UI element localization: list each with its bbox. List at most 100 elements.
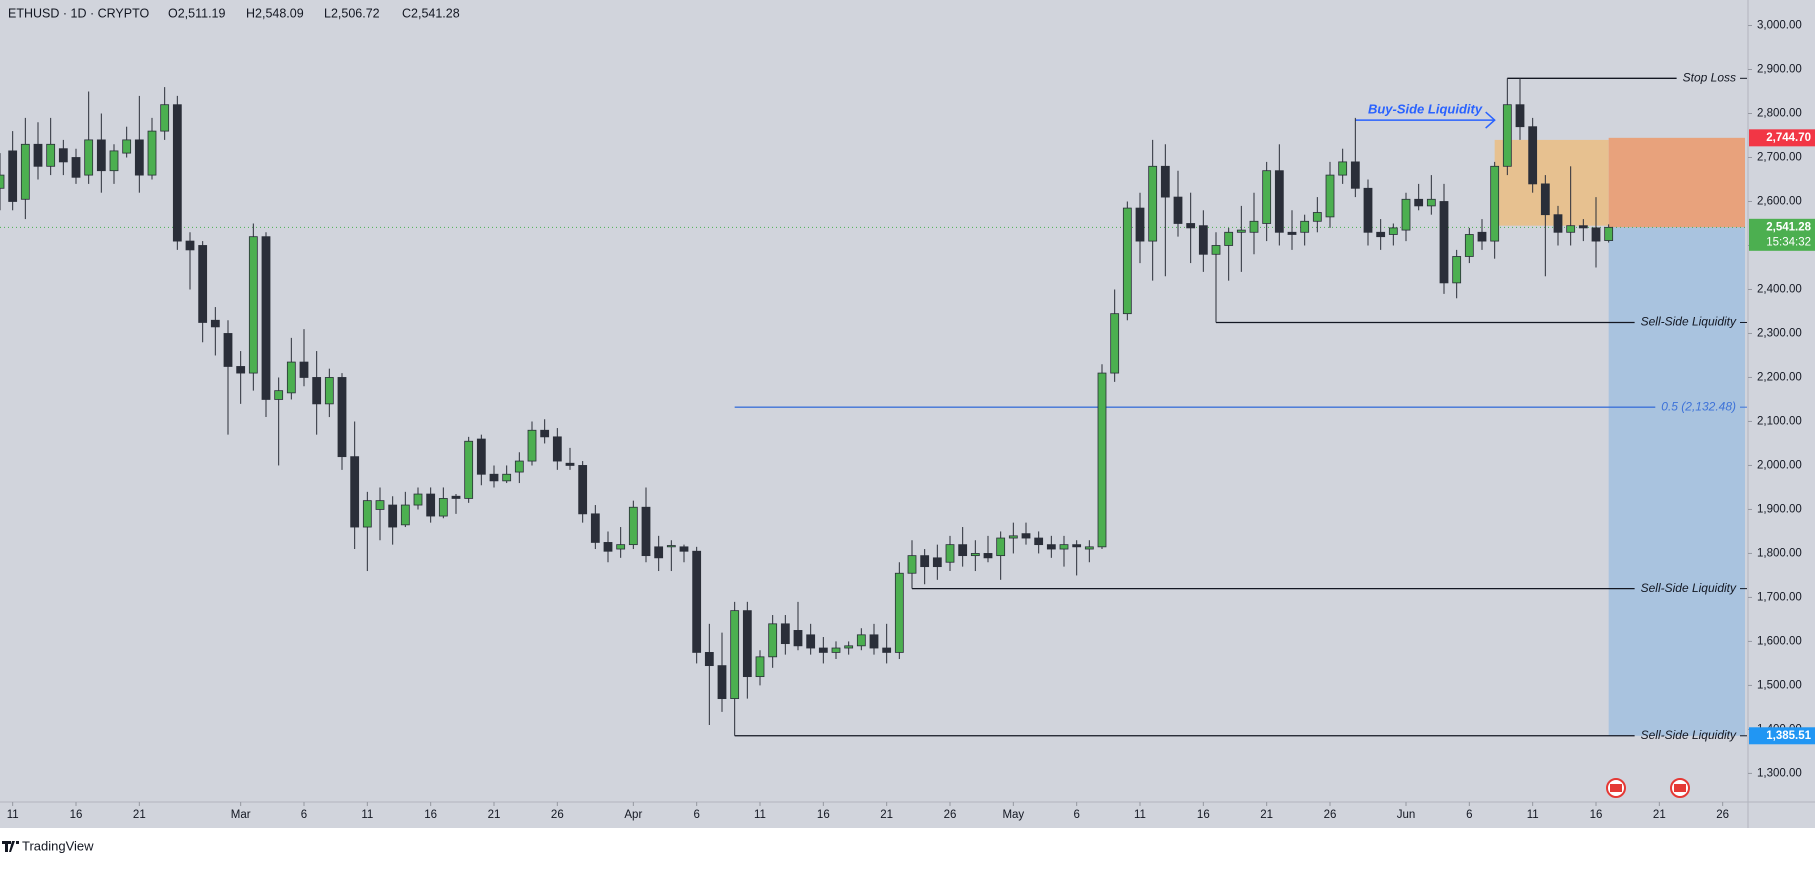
- candle-body: [1034, 537, 1044, 546]
- background: [0, 0, 1815, 828]
- candle-body: [1604, 226, 1614, 241]
- candle-body: [1122, 207, 1132, 315]
- candle-body: [1363, 187, 1373, 233]
- candle-body: [1338, 161, 1348, 176]
- candle-body: [1528, 126, 1538, 185]
- candle-body: [1515, 104, 1525, 128]
- candle-body: [388, 504, 398, 528]
- x-tick-label: 6: [693, 809, 699, 821]
- x-tick-label: 21: [488, 809, 501, 821]
- x-tick-label: 16: [424, 809, 437, 821]
- x-tick-label: 11: [7, 809, 19, 821]
- candle-body: [426, 493, 436, 517]
- candle-body: [299, 361, 309, 378]
- x-tick-label: 11: [754, 809, 766, 821]
- candle-body: [970, 553, 980, 557]
- y-tick-label: 2,000.00: [1757, 459, 1802, 471]
- candle-body: [616, 544, 626, 550]
- x-tick-label: May: [1002, 809, 1024, 821]
- candle-body: [894, 572, 904, 653]
- candle-body: [1059, 544, 1069, 550]
- candle-body: [1236, 229, 1246, 233]
- candle-body: [476, 438, 486, 475]
- candle-body: [1198, 225, 1208, 255]
- candle-body: [920, 555, 930, 568]
- y-tick-label: 1,800.00: [1757, 547, 1802, 559]
- ohlc: L2,506.72: [324, 6, 380, 20]
- candle-body: [1414, 198, 1424, 207]
- x-tick-label: 6: [1466, 809, 1472, 821]
- candle-body: [641, 506, 651, 557]
- candle-body: [527, 429, 537, 462]
- candle-body: [983, 553, 993, 559]
- candle-body: [1211, 245, 1221, 255]
- price-label-bg: [1749, 727, 1815, 745]
- candle-body: [742, 610, 752, 678]
- candle-body: [831, 647, 841, 653]
- candle-body: [996, 537, 1006, 557]
- candle-body: [932, 557, 942, 568]
- price-label: 2,744.70: [1766, 132, 1811, 144]
- ohlc: O2,511.19: [168, 6, 226, 20]
- y-tick-label: 2,900.00: [1757, 64, 1802, 76]
- candle-body: [1439, 201, 1449, 284]
- x-tick-label: Jun: [1397, 809, 1416, 821]
- candle-body: [945, 544, 955, 563]
- x-tick-label: 6: [1073, 809, 1079, 821]
- x-tick-label: 21: [133, 809, 146, 821]
- candle-body: [198, 245, 208, 323]
- x-tick-label: 16: [70, 809, 83, 821]
- candle-body: [793, 630, 803, 647]
- candle-body: [1350, 161, 1360, 189]
- candle-body: [666, 545, 676, 548]
- ohlc: C2,541.28: [402, 6, 460, 20]
- candle-body: [147, 130, 157, 176]
- candle-body: [122, 139, 132, 154]
- candle-body: [8, 150, 18, 202]
- candle-body: [312, 377, 322, 405]
- plot-area: Buy-Side Liquidity: [0, 77, 1748, 737]
- candle-body: [134, 139, 144, 176]
- candle-body: [578, 465, 588, 515]
- candle-body: [1566, 225, 1576, 233]
- y-tick-label: 1,600.00: [1757, 635, 1802, 647]
- candle-body: [210, 319, 220, 328]
- candle-body: [337, 377, 347, 458]
- x-tick-label: 26: [551, 809, 564, 821]
- event-icon: [1670, 778, 1690, 798]
- candle-body: [704, 652, 714, 667]
- y-tick-label: 1,500.00: [1757, 679, 1802, 691]
- arrow-head: [1485, 111, 1496, 129]
- x-tick-label: Mar: [231, 809, 251, 821]
- price-label-bg: [1749, 218, 1815, 251]
- x-tick-label: Apr: [624, 809, 642, 821]
- candle-body: [628, 506, 638, 546]
- target-zone: [1608, 227, 1745, 736]
- candle-body: [286, 361, 296, 394]
- x-tick-label: 21: [1260, 809, 1273, 821]
- x-tick-label: 16: [1197, 809, 1210, 821]
- y-tick-label: 3,000.00: [1757, 20, 1802, 32]
- x-tick-label: 26: [1324, 809, 1337, 821]
- legend: ETHUSD · 1D · CRYPTO O2,511.19 H2,548.09…: [8, 6, 460, 20]
- candle-body: [362, 500, 372, 528]
- candle-body: [1148, 165, 1158, 242]
- y-tick-label: 2,700.00: [1757, 152, 1802, 164]
- x-tick-label: 26: [1716, 809, 1729, 821]
- candle-body: [375, 500, 385, 510]
- candle-body: [1540, 183, 1550, 216]
- candle-body: [856, 634, 866, 647]
- brand: TradingView: [22, 838, 94, 853]
- candle-body: [1287, 231, 1297, 235]
- candle-body: [1084, 546, 1094, 550]
- y-tick-label: 2,300.00: [1757, 328, 1802, 340]
- candle-body: [907, 555, 917, 574]
- x-tick-label: 16: [1590, 809, 1603, 821]
- candle-body: [882, 647, 892, 653]
- candle-body: [261, 236, 271, 400]
- price-label: 2,541.28: [1766, 221, 1811, 233]
- candle-body: [185, 240, 195, 251]
- axes: Stop Loss Sell-Side Liquidity 0.5 (2,132.4…: [7, 20, 1815, 821]
- y-tick-label: 1,300.00: [1757, 767, 1802, 779]
- candle-body: [1021, 533, 1031, 539]
